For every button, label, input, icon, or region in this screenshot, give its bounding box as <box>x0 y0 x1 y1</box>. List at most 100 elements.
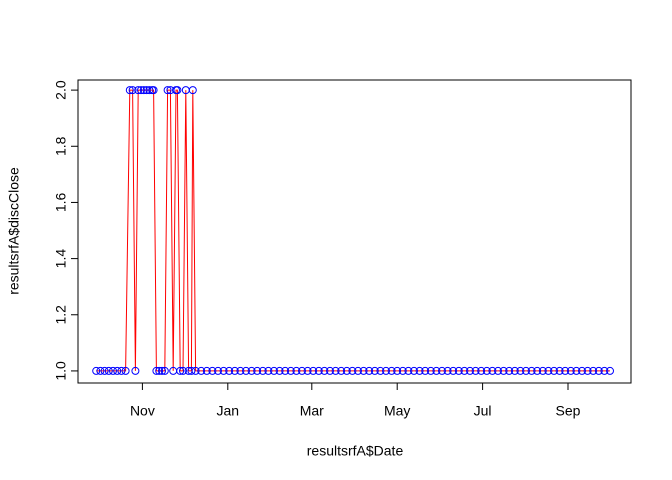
data-point <box>466 366 474 375</box>
data-point <box>527 366 536 375</box>
data-point <box>533 366 542 375</box>
data-point <box>225 366 234 375</box>
data-point <box>137 86 145 95</box>
data-point <box>191 366 200 375</box>
data-point <box>566 366 575 375</box>
data-point <box>555 366 564 375</box>
data-point <box>550 366 558 375</box>
data-point <box>589 366 598 375</box>
y-tick-label: 1.0 <box>53 361 69 381</box>
data-point <box>258 366 267 375</box>
data-point <box>113 366 122 375</box>
data-point <box>298 366 306 375</box>
x-axis-title: resultsrfA$Date <box>307 443 404 459</box>
data-point <box>415 366 424 375</box>
x-tick-label: Sep <box>556 403 581 419</box>
data-point <box>393 366 402 375</box>
data-point <box>125 86 134 95</box>
data-point <box>460 366 469 375</box>
data-point <box>594 366 603 375</box>
data-point <box>187 366 196 375</box>
data-point <box>404 366 413 375</box>
data-point <box>482 366 491 375</box>
data-point <box>117 366 126 375</box>
data-point <box>370 366 379 375</box>
data-point <box>600 366 609 375</box>
data-point <box>214 366 222 375</box>
data-point <box>522 366 530 375</box>
data-point <box>152 366 161 375</box>
data-point <box>104 366 113 375</box>
data-point <box>197 366 206 375</box>
y-tick-label: 1.2 <box>53 305 69 325</box>
plot-box <box>77 79 632 384</box>
data-point <box>100 366 109 375</box>
data-point <box>499 366 508 375</box>
data-point <box>236 366 245 375</box>
data-point <box>128 86 137 95</box>
data-point <box>538 366 547 375</box>
data-point <box>309 366 318 375</box>
data-point <box>155 366 164 375</box>
data-point <box>176 366 185 375</box>
data-line <box>96 89 610 372</box>
y-tick-label: 2.0 <box>53 80 69 100</box>
data-point <box>179 366 187 375</box>
data-point <box>376 366 385 375</box>
data-point <box>286 366 295 375</box>
data-point <box>331 366 340 375</box>
data-point <box>292 366 301 375</box>
data-point <box>354 366 362 375</box>
data-point <box>488 366 497 375</box>
data-point <box>242 366 250 375</box>
data-point <box>454 366 463 375</box>
data-point <box>606 366 614 375</box>
data-point <box>578 366 586 375</box>
data-point <box>158 366 166 375</box>
data-point <box>270 366 278 375</box>
data-point <box>145 86 154 95</box>
data-point <box>561 366 570 375</box>
data-point <box>477 366 486 375</box>
data-point <box>443 366 452 375</box>
data-point <box>131 366 140 375</box>
x-tick-label: Jul <box>474 403 492 419</box>
data-point <box>426 366 435 375</box>
data-point <box>449 366 458 375</box>
y-tick-label: 1.8 <box>53 136 69 156</box>
data-point <box>432 366 441 375</box>
data-point <box>516 366 525 375</box>
data-point <box>303 366 312 375</box>
data-point <box>438 366 446 375</box>
data-point <box>139 86 148 95</box>
data-point <box>219 366 228 375</box>
data-point <box>544 366 553 375</box>
data-point <box>208 366 217 375</box>
data-point <box>109 366 117 375</box>
data-point <box>281 366 290 375</box>
y-tick-label: 1.6 <box>53 192 69 212</box>
data-point <box>92 366 101 375</box>
data-point <box>230 366 239 375</box>
y-axis-title: resultsrfA$discClose <box>6 167 22 295</box>
data-point <box>247 366 256 375</box>
data-point <box>275 366 284 375</box>
data-point <box>173 86 182 95</box>
data-point <box>365 366 374 375</box>
x-tick-label: Mar <box>300 403 324 419</box>
data-point <box>494 366 502 375</box>
data-point <box>572 366 581 375</box>
data-point <box>264 366 273 375</box>
data-point <box>121 366 130 375</box>
data-point <box>410 366 418 375</box>
data-point <box>382 366 390 375</box>
data-point <box>188 86 197 95</box>
x-tick-label: May <box>384 403 410 419</box>
data-point <box>510 366 519 375</box>
data-point <box>398 366 407 375</box>
x-tick-label: Nov <box>130 403 155 419</box>
data-point <box>505 366 514 375</box>
data-point <box>96 366 105 375</box>
data-point <box>337 366 346 375</box>
